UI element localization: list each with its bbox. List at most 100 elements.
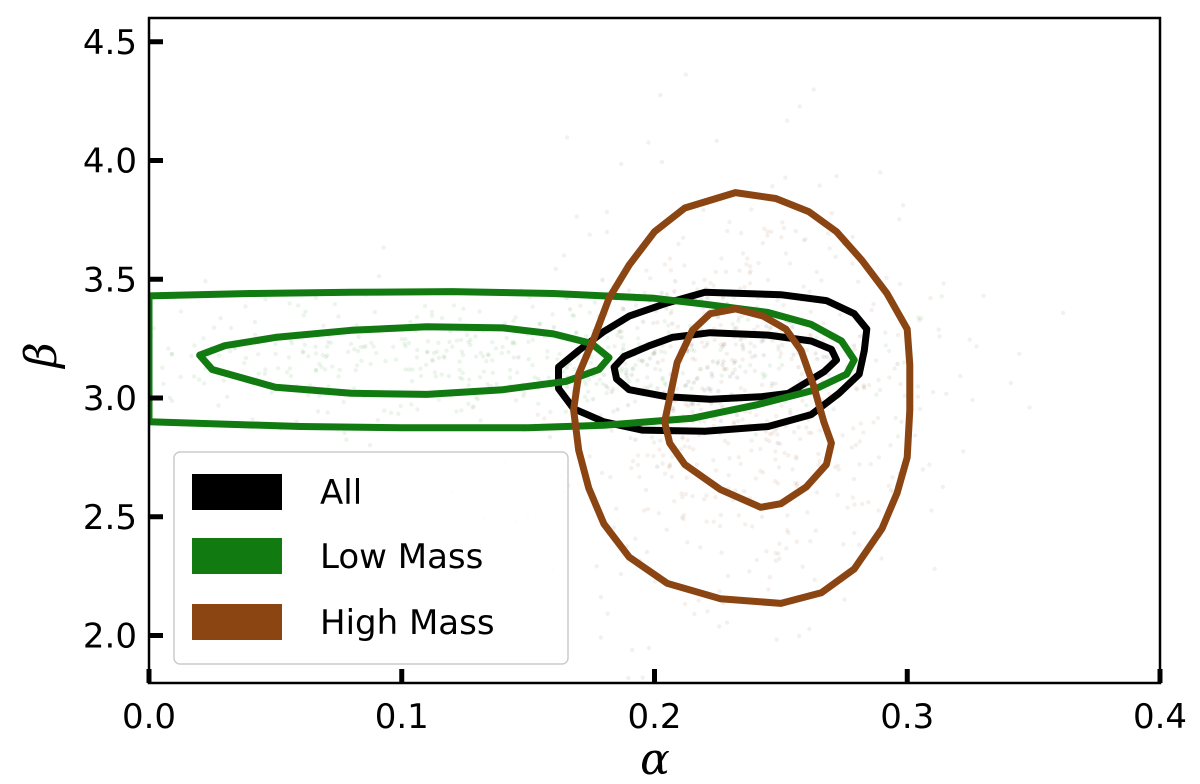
scatter-point (646, 645, 652, 651)
scatter-point (475, 397, 480, 402)
scatter-point (594, 564, 599, 569)
scatter-point (619, 335, 624, 340)
scatter-point (604, 209, 609, 215)
scatter-point (228, 348, 233, 354)
scatter-point (716, 359, 721, 364)
scatter-point (704, 343, 710, 348)
scatter-point (352, 347, 357, 352)
scatter-point (878, 170, 883, 175)
scatter-point (630, 366, 635, 371)
scatter-point (201, 336, 206, 341)
scatter-point (747, 270, 752, 276)
scatter-point (571, 313, 577, 318)
scatter-point (611, 409, 616, 414)
scatter-point (807, 626, 812, 632)
scatter-point (633, 362, 638, 368)
scatter-point (625, 403, 631, 408)
scatter-point (675, 324, 681, 329)
scatter-point (202, 381, 207, 386)
scatter-point (485, 352, 491, 357)
scatter-point (712, 337, 717, 343)
scatter-point (698, 407, 704, 412)
scatter-point (680, 371, 685, 376)
scatter-point (692, 357, 698, 362)
scatter-point (853, 442, 859, 448)
scatter-point (617, 329, 623, 334)
scatter-point (682, 263, 687, 268)
scatter-point (851, 476, 857, 482)
scatter-point (679, 491, 684, 496)
scatter-point (467, 377, 472, 382)
scatter-point (513, 315, 518, 320)
scatter-point (658, 367, 663, 373)
scatter-point (731, 420, 737, 425)
scatter-point (640, 358, 645, 363)
scatter-point (557, 351, 562, 357)
scatter-point (711, 458, 716, 463)
scatter-point (382, 408, 387, 413)
scatter-point (406, 367, 412, 372)
scatter-point (545, 349, 550, 354)
scatter-point (850, 234, 855, 240)
scatter-point (262, 371, 268, 376)
scatter-point (319, 364, 324, 369)
scatter-point (572, 366, 577, 372)
scatter-point (425, 349, 430, 355)
scatter-point (734, 325, 739, 331)
scatter-point (513, 398, 519, 403)
x-tick-label: 0.2 (627, 697, 681, 737)
scatter-point (783, 251, 789, 256)
scatter-point (588, 360, 594, 365)
scatter-point (635, 453, 641, 458)
scatter-point (217, 353, 222, 358)
scatter-point (770, 184, 775, 189)
scatter-point (692, 611, 697, 617)
scatter-point (192, 374, 197, 379)
scatter-point (876, 508, 881, 513)
scatter-point (640, 319, 646, 324)
scatter-point (748, 264, 753, 269)
scatter-point (747, 410, 753, 415)
scatter-point (287, 301, 292, 306)
scatter-point (898, 381, 903, 387)
scatter-point (766, 587, 771, 592)
scatter-point (941, 281, 946, 286)
scatter-point (548, 409, 553, 415)
scatter-point (408, 319, 413, 325)
scatter-point (826, 372, 831, 377)
scatter-point (1008, 380, 1013, 386)
scatter-point (369, 340, 374, 346)
scatter-point (770, 381, 775, 386)
scatter-point (827, 391, 832, 397)
scatter-point (704, 519, 709, 524)
scatter-point (719, 379, 724, 385)
scatter-point (857, 439, 862, 444)
scatter-point (446, 374, 452, 379)
scatter-point (645, 375, 650, 380)
scatter-point (680, 494, 685, 500)
scatter-point (821, 354, 826, 359)
scatter-point (807, 333, 812, 338)
scatter-point (708, 280, 713, 286)
scatter-point (269, 390, 274, 395)
scatter-point (313, 295, 318, 300)
legend-label-high-mass: High Mass (320, 603, 495, 643)
scatter-point (402, 341, 407, 346)
scatter-point (216, 403, 221, 408)
scatter-point (442, 355, 447, 360)
scatter-point (633, 536, 638, 541)
scatter-point (692, 348, 697, 353)
scatter-point (484, 358, 489, 364)
scatter-point (645, 362, 650, 367)
scatter-point (670, 454, 675, 460)
scatter-point (901, 203, 906, 208)
scatter-point (783, 175, 788, 180)
scatter-point (444, 348, 449, 353)
y-tick-label: 2.5 (83, 498, 137, 538)
scatter-point (506, 349, 511, 355)
scatter-point (725, 573, 731, 579)
scatter-point (436, 355, 442, 360)
scatter-point (478, 418, 483, 423)
scatter-point (776, 347, 781, 352)
scatter-point (637, 474, 642, 480)
